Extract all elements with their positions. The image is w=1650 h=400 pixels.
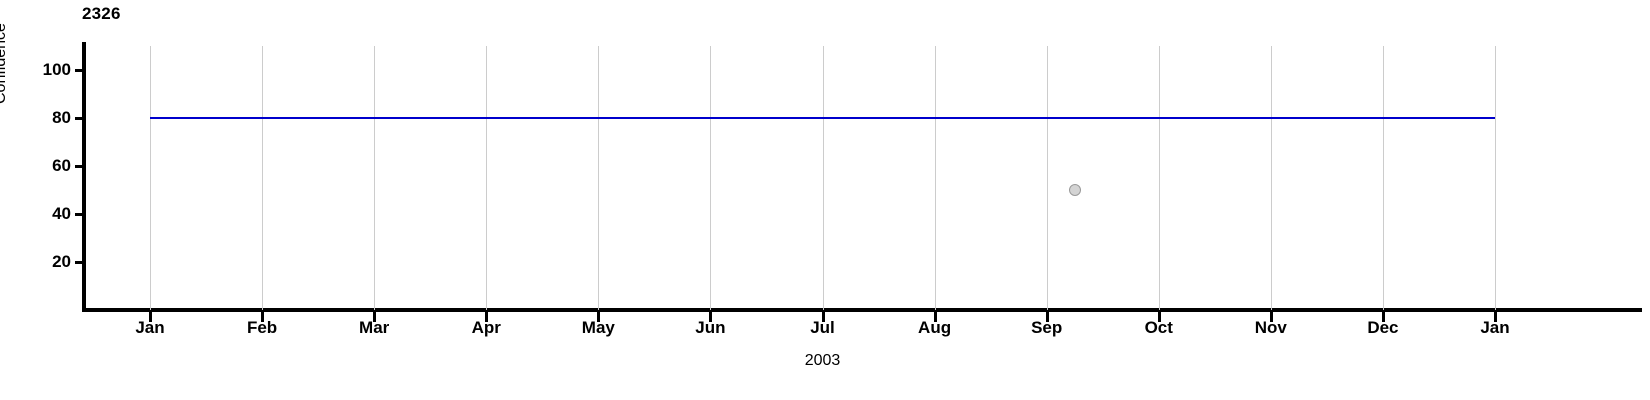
x-gridline: [822, 46, 824, 310]
plot-area: 20 40 60 80 100: [43, 46, 1535, 310]
x-gridline: [486, 46, 488, 310]
y-axis-tick: [75, 213, 85, 216]
x-axis-tick: [1494, 312, 1497, 322]
y-axis-tick: [75, 261, 85, 264]
x-gridline: [1046, 46, 1048, 310]
y-axis-tick-label: 60: [52, 156, 71, 175]
x-axis-tick-label: May: [581, 318, 615, 337]
x-axis-tick-label: Feb: [246, 318, 278, 337]
y-axis-tick-label: 100: [42, 60, 71, 79]
x-axis-tick: [1381, 312, 1385, 322]
x-axis-tick-label: Jul: [810, 318, 835, 337]
x-axis-tick-label: Apr: [471, 318, 501, 337]
data-point-marker[interactable]: [1068, 184, 1081, 196]
x-axis-tick: [373, 312, 377, 322]
x-gridline: [598, 46, 600, 310]
x-axis-tick: [597, 312, 601, 322]
y-axis-tick: [75, 69, 85, 72]
x-gridline: [1495, 46, 1496, 310]
x-gridline: [150, 46, 151, 310]
x-axis-tick-label: Mar: [359, 318, 390, 337]
y-axis-tick-label: 40: [52, 204, 71, 223]
x-axis-tick: [709, 312, 713, 322]
x-axis-tick-label: Oct: [1144, 318, 1173, 337]
x-axis-tick: [1269, 312, 1273, 322]
x-axis-tick: [1157, 312, 1161, 322]
y-axis-title: Confidence: [0, 23, 9, 104]
x-gridline: [1382, 46, 1384, 310]
y-axis-tick: [75, 117, 85, 120]
x-axis-tick-label: Nov: [1254, 318, 1287, 337]
y-axis-tick: [75, 165, 85, 168]
chart-title: 2326: [82, 4, 121, 23]
x-axis-tick-label: Dec: [1367, 318, 1399, 337]
x-gridline: [1158, 46, 1160, 310]
x-axis-tick: [261, 312, 265, 322]
x-axis-tick: [1045, 312, 1049, 322]
x-axis-spine: [82, 308, 1642, 312]
x-gridline: [374, 46, 376, 310]
y-axis-tick-label: 20: [52, 252, 71, 271]
y-axis-spine: [82, 42, 86, 312]
x-axis-tick: [933, 312, 937, 322]
x-axis-tick-label: Jun: [695, 318, 726, 337]
threshold-line: [150, 117, 1495, 119]
x-gridline: [262, 46, 264, 310]
x-axis-tick-label: Jan: [135, 318, 165, 337]
x-axis-tick-label: Jan: [1480, 318, 1510, 337]
x-gridline: [1270, 46, 1272, 310]
x-gridline: [934, 46, 936, 310]
x-axis-tick-label: Sep: [1031, 318, 1063, 337]
x-axis-tick: [485, 312, 489, 322]
x-axis-tick: [149, 312, 152, 322]
y-axis-tick-label: 80: [52, 108, 71, 127]
x-axis-tick-label: Aug: [918, 318, 952, 337]
x-gridline: [710, 46, 712, 310]
x-axis-tick: [821, 312, 825, 322]
x-axis-title: 2003: [804, 352, 841, 369]
